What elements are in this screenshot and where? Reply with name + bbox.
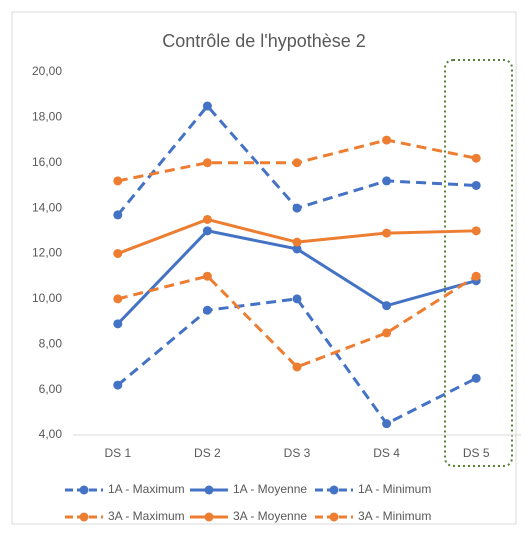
y-tick-label: 4,00 [39, 427, 63, 441]
point [471, 226, 481, 236]
point [202, 226, 212, 236]
point [382, 228, 392, 238]
y-tick-label: 18,00 [32, 110, 62, 124]
x-tick-label: DS 4 [373, 446, 400, 460]
point [292, 237, 302, 247]
y-tick-label: 20,00 [32, 64, 62, 78]
point [113, 380, 123, 390]
legend-label: 3A - Minimum [358, 509, 431, 523]
point [292, 203, 302, 213]
legend-label: 1A - Minimum [358, 482, 431, 496]
point [382, 419, 392, 429]
legend-label: 1A - Moyenne [233, 482, 307, 496]
legend-marker [329, 512, 339, 522]
point [292, 244, 302, 254]
point [471, 153, 481, 163]
point [113, 249, 123, 258]
point [202, 271, 212, 281]
point [382, 301, 392, 311]
point [113, 210, 123, 220]
y-tick-label: 12,00 [32, 246, 62, 260]
point [202, 158, 212, 168]
point [202, 101, 212, 111]
chart-border [11, 11, 517, 525]
y-tick-label: 16,00 [32, 155, 62, 169]
point [471, 180, 481, 190]
legend-label: 3A - Moyenne [233, 509, 307, 523]
point [292, 158, 302, 168]
x-tick-label: DS 3 [284, 446, 311, 460]
point [382, 176, 392, 186]
legend-marker [204, 485, 214, 495]
point [471, 271, 481, 281]
legend-marker [204, 512, 214, 522]
point [292, 294, 302, 304]
y-tick-label: 14,00 [32, 200, 62, 214]
chart-title: Contrôle de l'hypothèse 2 [162, 31, 366, 51]
legend-marker [79, 512, 89, 522]
point [292, 362, 302, 372]
legend-label: 3A - Maximum [108, 509, 185, 523]
y-tick-label: 10,00 [32, 291, 62, 305]
x-tick-label: DS 5 [463, 446, 490, 460]
point [202, 214, 212, 224]
legend-label: 1A - Maximum [108, 482, 185, 496]
x-tick-label: DS 2 [194, 446, 221, 460]
point [202, 305, 212, 315]
point [471, 373, 481, 383]
y-tick-label: 8,00 [39, 336, 63, 350]
point [113, 319, 123, 329]
point [113, 176, 123, 186]
legend-marker [329, 485, 339, 495]
y-tick-label: 6,00 [39, 382, 63, 396]
point [382, 328, 392, 338]
point [382, 135, 392, 145]
highlight-box [444, 59, 513, 467]
point [113, 294, 123, 304]
legend-marker [79, 485, 89, 495]
x-tick-label: DS 1 [104, 446, 131, 460]
